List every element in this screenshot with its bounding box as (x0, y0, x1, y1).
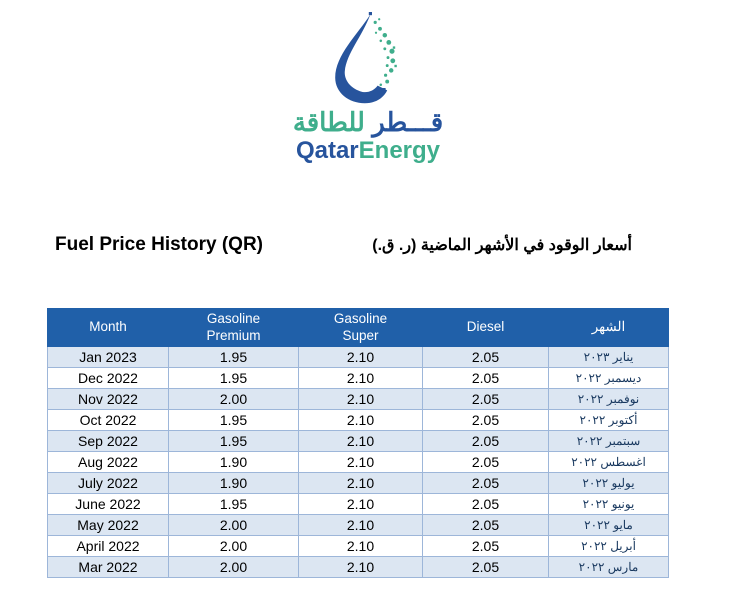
table-row: May 2022 2.00 2.10 2.05 مايو ٢٠٢٢ (47, 514, 669, 536)
table-row: June 2022 1.95 2.10 2.05 يونيو ٢٠٢٢ (47, 493, 669, 515)
page-title-arabic: أسعار الوقود في الأشهر الماضية (ر. ق.) (372, 237, 632, 254)
fuel-price-table: Month Gasoline Premium Gasoline Super Di… (47, 308, 669, 578)
cell-diesel: 2.05 (422, 367, 549, 389)
cell-month: Sep 2022 (47, 430, 169, 452)
cell-month: Mar 2022 (47, 556, 169, 578)
logo-arabic-qatar: قـــطر (372, 107, 444, 137)
column-header-month-arabic: الشهر (548, 308, 669, 347)
logo-latin-wordmark: QatarEnergy (0, 139, 736, 163)
cell-diesel: 2.05 (422, 451, 549, 473)
water-drop-icon (335, 12, 397, 104)
cell-gasoline-premium: 1.90 (168, 451, 299, 473)
cell-month-arabic: يونيو ٢٠٢٢ (548, 493, 669, 515)
qatarenergy-logo: قـــطر للطاقة QatarEnergy (0, 12, 736, 163)
cell-gasoline-premium: 1.90 (168, 472, 299, 494)
logo-arabic-wordmark: قـــطر للطاقة (0, 107, 736, 137)
cell-gasoline-super: 2.10 (298, 514, 423, 536)
cell-month-arabic: نوفمبر ٢٠٢٢ (548, 388, 669, 410)
cell-gasoline-super: 2.10 (298, 493, 423, 515)
table-row: Sep 2022 1.95 2.10 2.05 سبتمبر ٢٠٢٢ (47, 430, 669, 452)
column-header-gasoline-super: Gasoline Super (298, 308, 423, 347)
cell-diesel: 2.05 (422, 388, 549, 410)
cell-month: Dec 2022 (47, 367, 169, 389)
cell-gasoline-super: 2.10 (298, 388, 423, 410)
logo-arabic-energy: للطاقة (292, 107, 365, 137)
column-header-gasoline-premium: Gasoline Premium (168, 308, 299, 347)
cell-gasoline-premium: 1.95 (168, 409, 299, 431)
cell-month: June 2022 (47, 493, 169, 515)
cell-gasoline-premium: 2.00 (168, 556, 299, 578)
cell-gasoline-premium: 2.00 (168, 535, 299, 557)
cell-month: May 2022 (47, 514, 169, 536)
cell-diesel: 2.05 (422, 514, 549, 536)
cell-diesel: 2.05 (422, 409, 549, 431)
column-header-month: Month (47, 308, 169, 347)
cell-gasoline-super: 2.10 (298, 346, 423, 368)
cell-month-arabic: اغسطس ٢٠٢٢ (548, 451, 669, 473)
table-row: Nov 2022 2.00 2.10 2.05 نوفمبر ٢٠٢٢ (47, 388, 669, 410)
column-header-diesel: Diesel (422, 308, 549, 347)
header-row: Month Gasoline Premium Gasoline Super Di… (47, 308, 669, 347)
table-row: Oct 2022 1.95 2.10 2.05 أكتوبر ٢٠٢٢ (47, 409, 669, 431)
table-row: Mar 2022 2.00 2.10 2.05 مارس ٢٠٢٢ (47, 556, 669, 578)
cell-month: July 2022 (47, 472, 169, 494)
cell-diesel: 2.05 (422, 430, 549, 452)
cell-month-arabic: يناير ٢٠٢٣ (548, 346, 669, 368)
cell-month-arabic: أبريل ٢٠٢٢ (548, 535, 669, 557)
cell-gasoline-super: 2.10 (298, 472, 423, 494)
cell-diesel: 2.05 (422, 493, 549, 515)
cell-month: Jan 2023 (47, 346, 169, 368)
cell-gasoline-premium: 1.95 (168, 430, 299, 452)
table-row: July 2022 1.90 2.10 2.05 يوليو ٢٠٢٢ (47, 472, 669, 494)
cell-gasoline-super: 2.10 (298, 451, 423, 473)
table-row: Jan 2023 1.95 2.10 2.05 يناير ٢٠٢٣ (47, 346, 669, 368)
cell-month-arabic: مايو ٢٠٢٢ (548, 514, 669, 536)
cell-gasoline-super: 2.10 (298, 556, 423, 578)
cell-diesel: 2.05 (422, 346, 549, 368)
table-row: Aug 2022 1.90 2.10 2.05 اغسطس ٢٠٢٢ (47, 451, 669, 473)
cell-gasoline-premium: 2.00 (168, 388, 299, 410)
cell-month-arabic: ديسمبر ٢٠٢٢ (548, 367, 669, 389)
table-row: Dec 2022 1.95 2.10 2.05 ديسمبر ٢٠٢٢ (47, 367, 669, 389)
cell-month-arabic: يوليو ٢٠٢٢ (548, 472, 669, 494)
cell-diesel: 2.05 (422, 472, 549, 494)
cell-gasoline-super: 2.10 (298, 409, 423, 431)
fuel-table-body: Jan 2023 1.95 2.10 2.05 يناير ٢٠٢٣ Dec 2022 1.… (47, 346, 669, 578)
section-title-row: Fuel Price History (QR) أسعار الوقود في … (47, 234, 668, 256)
page-title-english: Fuel Price History (QR) (55, 234, 263, 255)
logo-latin-energy: Energy (358, 137, 441, 165)
cell-gasoline-premium: 1.95 (168, 367, 299, 389)
logo-latin-qatar: Qatar (295, 137, 359, 165)
cell-month: Aug 2022 (47, 451, 169, 473)
cell-diesel: 2.05 (422, 535, 549, 557)
cell-gasoline-super: 2.10 (298, 367, 423, 389)
cell-gasoline-super: 2.10 (298, 535, 423, 557)
cell-month: Oct 2022 (47, 409, 169, 431)
cell-month-arabic: سبتمبر ٢٠٢٢ (548, 430, 669, 452)
cell-gasoline-premium: 2.00 (168, 514, 299, 536)
cell-month: April 2022 (47, 535, 169, 557)
cell-month-arabic: أكتوبر ٢٠٢٢ (548, 409, 669, 431)
cell-month: Nov 2022 (47, 388, 169, 410)
table-row: April 2022 2.00 2.10 2.05 أبريل ٢٠٢٢ (47, 535, 669, 557)
cell-gasoline-premium: 1.95 (168, 346, 299, 368)
fuel-table-header: Month Gasoline Premium Gasoline Super Di… (47, 308, 669, 347)
cell-gasoline-premium: 1.95 (168, 493, 299, 515)
cell-month-arabic: مارس ٢٠٢٢ (548, 556, 669, 578)
cell-gasoline-super: 2.10 (298, 430, 423, 452)
cell-diesel: 2.05 (422, 556, 549, 578)
